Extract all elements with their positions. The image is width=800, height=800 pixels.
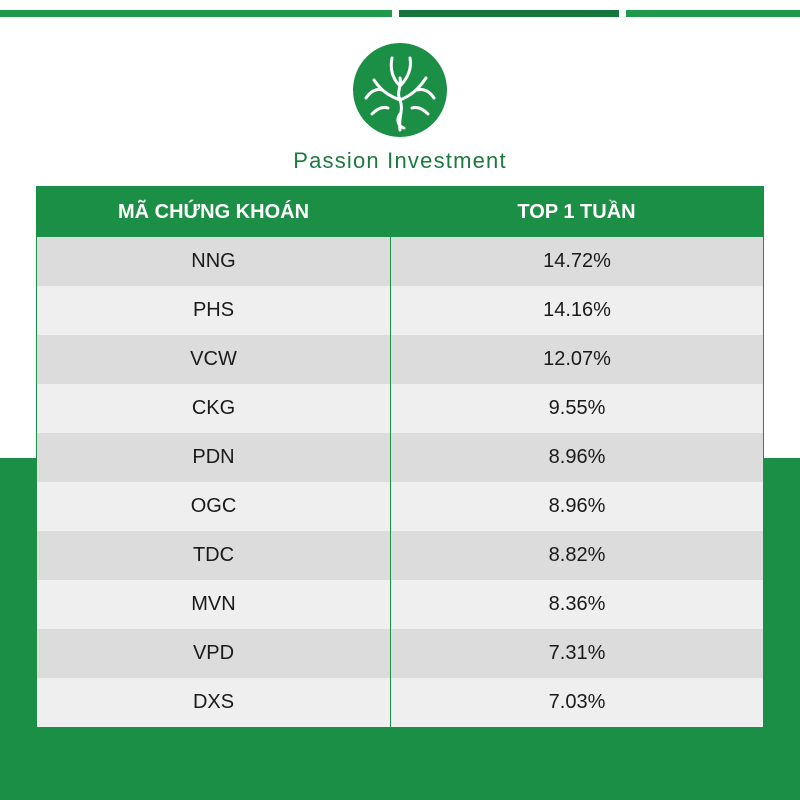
weekly-change-cell: 9.55% [390, 384, 763, 433]
top-stocks-table: MÃ CHỨNG KHOÁN TOP 1 TUẦN NNG 14.72% PHS 14… [36, 186, 764, 728]
table-row: CKG 9.55% [37, 384, 763, 433]
stock-code-cell: NNG [191, 250, 236, 272]
table-row: OGC 8.96% [37, 482, 763, 531]
stock-code-cell: OGC [190, 495, 237, 517]
table-row: VCW 12.07% [37, 335, 763, 384]
weekly-change-cell: 8.82% [390, 531, 763, 580]
stock-code-cell: DXS [192, 691, 235, 713]
stock-code-cell: PHS [192, 299, 235, 321]
weekly-change-cell: 12.07% [390, 335, 763, 384]
table-row: TDC 8.82% [37, 531, 763, 580]
table-row: MVN 8.36% [37, 580, 763, 629]
stock-code-cell: VCW [190, 348, 237, 370]
table-header: MÃ CHỨNG KHOÁN TOP 1 TUẦN [37, 187, 763, 237]
table-body: NNG 14.72% PHS 14.16% VCW 12.07% CKG 9.55% PDN 8.… [37, 237, 763, 727]
weekly-change-cell: 7.03% [390, 678, 763, 727]
weekly-change-cell: 14.72% [390, 237, 763, 286]
weekly-change-cell: 8.36% [390, 580, 763, 629]
brand-name: Passion Investment [293, 148, 507, 173]
weekly-change-cell: 8.96% [390, 482, 763, 531]
top-accent-bar-left [0, 10, 392, 17]
stock-code-cell: CKG [191, 397, 236, 419]
table-row: PHS 14.16% [37, 286, 763, 335]
table-row: VPD 7.31% [37, 629, 763, 678]
header-stock-code: MÃ CHỨNG KHOÁN [117, 200, 310, 223]
table-row: NNG 14.72% [37, 237, 763, 286]
weekly-change-cell: 14.16% [390, 286, 763, 335]
table-row: PDN 8.96% [37, 433, 763, 482]
stock-code-cell: MVN [191, 593, 236, 615]
top-accent-bar-right [626, 10, 800, 17]
top-accent-bar-middle [399, 10, 619, 17]
header-top-week: TOP 1 TUẦN [517, 200, 636, 223]
tree-logo-icon [352, 42, 448, 138]
weekly-change-cell: 7.31% [390, 629, 763, 678]
stock-code-cell: TDC [192, 544, 235, 566]
table-row: DXS 7.03% [37, 678, 763, 727]
weekly-change-cell: 8.96% [390, 433, 763, 482]
stock-code-cell: VPD [192, 642, 235, 664]
stock-code-cell: PDN [192, 446, 235, 468]
